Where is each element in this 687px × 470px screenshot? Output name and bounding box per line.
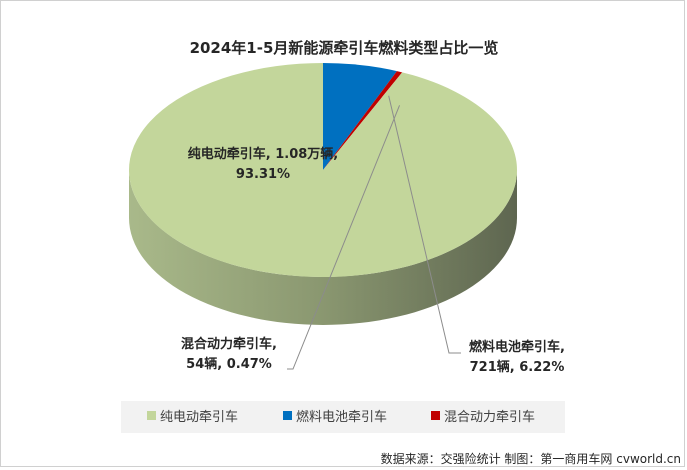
slice-label-bev-line1: 纯电动牵引车, 1.08万辆,	[188, 146, 338, 162]
slice-label-fcev-line1: 燃料电池牵引车,	[469, 339, 565, 355]
pie-side-bev	[129, 170, 517, 325]
legend-swatch-bev	[147, 411, 156, 420]
pie-slice-bev	[128, 63, 517, 277]
legend: 纯电动牵引车 燃料电池牵引车 混合动力牵引车	[147, 409, 535, 425]
chart-title: 2024年1-5月新能源牵引车燃料类型占比一览	[190, 39, 499, 57]
legend-label-fcev: 燃料电池牵引车	[296, 409, 387, 425]
pie-slice-fcev	[323, 63, 397, 170]
legend-swatch-fcev	[283, 411, 292, 420]
legend-box	[121, 401, 565, 433]
slice-label-hybrid-line1: 混合动力牵引车,	[181, 336, 277, 352]
leader-line-hybrid	[287, 105, 401, 370]
leader-line-fcev	[388, 95, 461, 354]
pie-slice-hybrid	[323, 71, 403, 170]
leader-lines	[287, 95, 461, 370]
legend-label-hybrid: 混合动力牵引车	[444, 409, 535, 425]
pie-top-faces	[128, 63, 517, 277]
legend-label-bev: 纯电动牵引车	[160, 409, 238, 425]
slice-label-hybrid-line2: 54辆, 0.47%	[186, 356, 272, 372]
pie-side-walls	[129, 170, 517, 325]
slice-label-bev-line2: 93.31%	[236, 167, 290, 182]
legend-swatch-hybrid	[431, 411, 440, 420]
slice-label-fcev-line2: 721辆, 6.22%	[470, 359, 565, 375]
source-note: 数据来源：交强险统计 制图：第一商用车网 cvworld.cn	[381, 451, 681, 466]
